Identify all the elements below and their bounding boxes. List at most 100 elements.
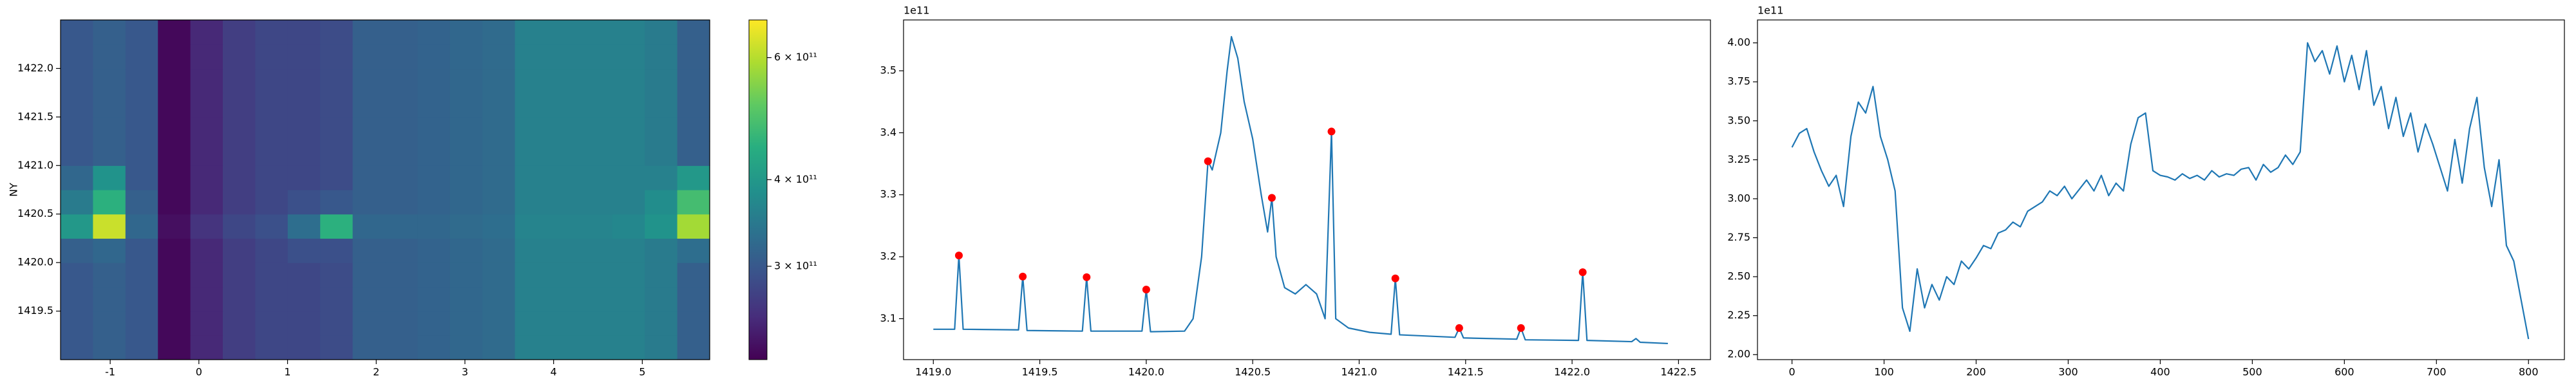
heatmap-cell xyxy=(417,190,451,215)
peak-marker xyxy=(1391,274,1399,282)
heatmap-cell xyxy=(385,116,418,142)
heatmap-cell xyxy=(352,93,386,118)
heatmap-cell xyxy=(352,20,386,45)
heatmap-cell xyxy=(417,238,451,263)
heatmap-cell xyxy=(417,93,451,118)
heatmap-cell xyxy=(158,214,191,239)
heatmap-cell xyxy=(158,93,191,118)
heatmap-cell xyxy=(287,68,321,93)
heatmap-cell xyxy=(677,286,710,312)
heatmap-cell xyxy=(223,116,256,142)
heatmap-cell xyxy=(255,286,289,312)
heatmap-cell xyxy=(190,214,223,239)
heatmap-cell xyxy=(190,116,223,142)
heatmap-cell xyxy=(223,68,256,93)
heatmap-cell xyxy=(93,68,126,93)
heatmap-cell xyxy=(580,68,613,93)
x-tick-label: 1421.5 xyxy=(1448,366,1484,378)
heatmap-cell xyxy=(677,335,710,360)
heatmap-cell xyxy=(515,286,548,312)
heatmap-cell xyxy=(125,141,158,166)
x-tick-label: 100 xyxy=(1874,366,1894,378)
heatmap-cell xyxy=(450,93,483,118)
heatmap-cell xyxy=(385,165,418,190)
x-tick-label: 5 xyxy=(639,366,645,378)
heatmap-cell xyxy=(61,286,93,312)
heatmap-cell xyxy=(547,311,580,336)
y-tick-label: 3.50 xyxy=(1727,114,1750,126)
heatmap-cell xyxy=(320,20,354,45)
heatmap-cell xyxy=(255,141,289,166)
heatmap-cell xyxy=(645,262,678,288)
heatmap-cell xyxy=(125,335,158,360)
heatmap-cell xyxy=(547,286,580,312)
heatmap-cell xyxy=(515,311,548,336)
line xyxy=(933,35,1668,345)
y-tick-label: 3.1 xyxy=(880,312,896,324)
heatmap-cell xyxy=(93,93,126,118)
axes-frame xyxy=(1757,19,2565,360)
y-tick-label: 1421.5 xyxy=(17,110,53,122)
heatmap-cell xyxy=(158,311,191,336)
heatmap-cell xyxy=(385,20,418,45)
x-tick-label: 1420.5 xyxy=(1235,366,1271,378)
heatmap-cell xyxy=(158,116,191,142)
heatmap-cell xyxy=(450,335,483,360)
heatmap-cell xyxy=(385,262,418,288)
heatmap-cell xyxy=(417,262,451,288)
heatmap-cell xyxy=(255,262,289,288)
heatmap-cell xyxy=(125,44,158,69)
heatmap-cell xyxy=(320,214,354,239)
heatmap-cell xyxy=(287,286,321,312)
heatmap-cell xyxy=(580,214,613,239)
heatmap-cell xyxy=(677,262,710,288)
y-tick-label: 4.00 xyxy=(1727,36,1750,48)
heatmap-cell xyxy=(61,335,93,360)
x-tick-label: 400 xyxy=(2150,366,2170,378)
heatmap-cell xyxy=(580,311,613,336)
heatmap-cell xyxy=(352,44,386,69)
heatmap-cell xyxy=(255,44,289,69)
heatmap-cell xyxy=(645,335,678,360)
heatmap-cell xyxy=(515,238,548,263)
heatmap-cell xyxy=(158,68,191,93)
heatmap-cell xyxy=(125,286,158,312)
axes-frame xyxy=(903,19,1711,360)
heatmap-cell xyxy=(190,238,223,263)
heatmap-cell xyxy=(417,165,451,190)
axes-frame xyxy=(60,19,710,360)
heatmap-cell xyxy=(158,335,191,360)
heatmap-cell xyxy=(223,141,256,166)
x-tick-label: 1421.0 xyxy=(1341,366,1378,378)
heatmap-cell xyxy=(580,141,613,166)
heatmap-cell xyxy=(450,214,483,239)
heatmap-cell xyxy=(612,311,645,336)
heatmap-cell xyxy=(612,214,645,239)
heatmap-cell xyxy=(450,311,483,336)
heatmap-cell xyxy=(385,141,418,166)
heatmap-cell xyxy=(677,190,710,215)
heatmap-cell xyxy=(320,165,354,190)
heatmap-cell xyxy=(190,68,223,93)
heatmap-cell xyxy=(450,116,483,142)
heatmap-cell xyxy=(450,286,483,312)
x-tick-label: 1422.5 xyxy=(1660,366,1696,378)
heatmap-cell xyxy=(645,286,678,312)
heatmap-cell xyxy=(482,311,516,336)
heatmap-cell xyxy=(320,93,354,118)
heatmap-cell xyxy=(612,141,645,166)
heatmap-cell xyxy=(223,165,256,190)
heatmap-cell xyxy=(61,190,93,215)
heatmap-cell xyxy=(352,311,386,336)
heatmap-cell xyxy=(255,68,289,93)
heatmap-cell xyxy=(223,93,256,118)
x-tick-label: -1 xyxy=(105,366,115,378)
heatmap-cell xyxy=(515,165,548,190)
heatmap-cell xyxy=(93,335,126,360)
heatmap-cell xyxy=(158,141,191,166)
heatmap-cell xyxy=(450,68,483,93)
heatmap-cell xyxy=(320,262,354,288)
x-tick-label: 300 xyxy=(2058,366,2078,378)
